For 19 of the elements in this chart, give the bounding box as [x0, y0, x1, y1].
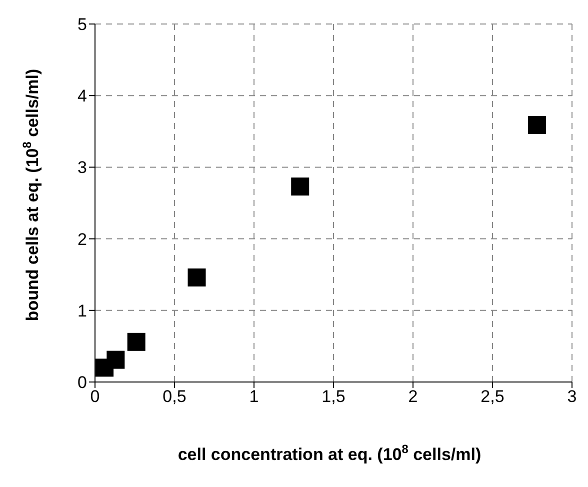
y-tick-label: 1 — [78, 301, 87, 320]
y-tick-label: 0 — [78, 373, 87, 392]
point — [127, 332, 146, 351]
x-tick-label: 2,5 — [480, 387, 504, 406]
point — [188, 268, 206, 286]
x-tick-label: 0,5 — [162, 387, 186, 406]
x-tick-label: 3 — [567, 387, 577, 406]
y-tick-label: 3 — [78, 158, 87, 178]
point — [528, 116, 546, 134]
y-tick-label: 5 — [78, 15, 87, 34]
x-tick-label: 1 — [249, 387, 259, 406]
x-axis-title: cell concentration at eq. (10$^{8}$ cells/ml) — [178, 442, 482, 464]
x-tick-label: 1,5 — [322, 387, 346, 406]
point — [291, 178, 310, 196]
x-tick-label: 2 — [408, 387, 418, 406]
point — [106, 350, 125, 369]
y-tick-label: 2 — [78, 230, 87, 249]
x-tick-label: 0 — [90, 387, 100, 406]
y-tick-label: 4 — [78, 86, 87, 106]
